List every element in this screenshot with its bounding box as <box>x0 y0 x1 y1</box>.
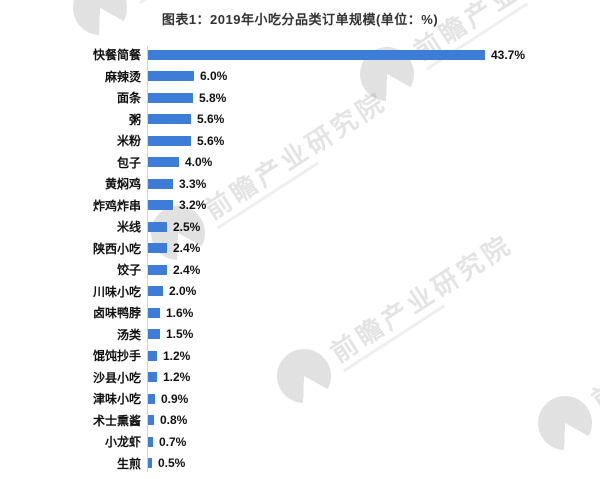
category-label: 米线 <box>116 220 141 235</box>
bar <box>148 458 152 469</box>
value-label: 0.7% <box>159 434 187 449</box>
category-label: 生煎 <box>116 456 141 471</box>
value-label: 3.2% <box>179 198 207 213</box>
bar <box>148 264 167 275</box>
category-label: 包子 <box>116 155 141 170</box>
page-title: 图表1：2019年小吃分品类订单规模(单位：%) <box>161 12 439 27</box>
category-label: 米粉 <box>116 134 141 149</box>
bar-rows: 快餐简餐 43.7% 麻辣烫 6.0% 面条 5.8% 粥 5.6% 米粉 5.… <box>0 44 600 474</box>
bar <box>148 200 173 211</box>
category-label: 炸鸡炸串 <box>92 198 141 213</box>
bar <box>148 329 160 340</box>
bar-row: 馄饨抄手 1.2% <box>0 345 600 367</box>
bar-row: 面条 5.8% <box>0 87 600 109</box>
bar-row: 陕西小吃 2.4% <box>0 238 600 260</box>
value-label: 1.2% <box>163 348 191 363</box>
value-label: 2.4% <box>173 262 201 277</box>
bar <box>148 415 154 426</box>
bar <box>148 350 157 361</box>
category-label: 饺子 <box>116 263 141 278</box>
watermark-subline <box>138 0 242 5</box>
bar-row: 饺子 2.4% <box>0 259 600 281</box>
value-label: 3.3% <box>179 176 207 191</box>
bar-row: 术士熏酱 0.8% <box>0 410 600 432</box>
bar-row: 小龙虾 0.7% <box>0 431 600 453</box>
category-label: 快餐简餐 <box>92 48 141 63</box>
value-label: 1.6% <box>166 305 194 320</box>
bar-row: 卤味鸭脖 1.6% <box>0 302 600 324</box>
category-label: 黄焖鸡 <box>104 177 141 192</box>
value-label: 1.2% <box>163 370 191 385</box>
bar <box>148 372 157 383</box>
category-label: 陕西小吃 <box>92 241 141 256</box>
bar <box>148 92 193 103</box>
bar-row: 汤类 1.5% <box>0 324 600 346</box>
bar-row: 米粉 5.6% <box>0 130 600 152</box>
value-label: 43.7% <box>491 47 526 62</box>
value-label: 4.0% <box>185 155 213 170</box>
y-axis-line <box>147 46 148 472</box>
bar <box>148 243 167 254</box>
bar-row: 生煎 0.5% <box>0 453 600 475</box>
bar <box>148 221 167 232</box>
value-label: 0.5% <box>158 456 186 471</box>
bar-row: 津味小吃 0.9% <box>0 388 600 410</box>
bar <box>148 307 160 318</box>
value-label: 6.0% <box>200 69 228 84</box>
value-label: 2.0% <box>169 284 197 299</box>
bar-row: 黄焖鸡 3.3% <box>0 173 600 195</box>
bar <box>148 393 155 404</box>
category-label: 沙县小吃 <box>92 370 141 385</box>
category-label: 汤类 <box>116 327 141 342</box>
bar-row: 川味小吃 2.0% <box>0 281 600 303</box>
value-label: 2.4% <box>173 241 201 256</box>
bar <box>148 157 179 168</box>
bar <box>148 114 191 125</box>
category-label: 川味小吃 <box>92 284 141 299</box>
category-label: 小龙虾 <box>104 435 141 450</box>
value-label: 0.9% <box>161 391 189 406</box>
value-label: 0.8% <box>160 413 188 428</box>
bar-row: 米线 2.5% <box>0 216 600 238</box>
bar <box>148 178 173 189</box>
bar-row: 粥 5.6% <box>0 109 600 131</box>
category-label: 麻辣烫 <box>104 69 141 84</box>
bar <box>148 49 485 60</box>
category-label: 面条 <box>116 91 141 106</box>
plot-area: 快餐简餐 43.7% 麻辣烫 6.0% 面条 5.8% 粥 5.6% 米粉 5.… <box>0 44 600 476</box>
bar <box>148 135 191 146</box>
value-label: 1.5% <box>166 327 194 342</box>
value-label: 5.8% <box>199 90 227 105</box>
bar-row: 包子 4.0% <box>0 152 600 174</box>
bar-row: 麻辣烫 6.0% <box>0 66 600 88</box>
category-label: 馄饨抄手 <box>92 349 141 364</box>
category-label: 粥 <box>128 112 141 127</box>
value-label: 5.6% <box>197 133 225 148</box>
bar-row: 沙县小吃 1.2% <box>0 367 600 389</box>
bar-row: 快餐简餐 43.7% <box>0 44 600 66</box>
bar-row: 炸鸡炸串 3.2% <box>0 195 600 217</box>
value-label: 5.6% <box>197 112 225 127</box>
bar <box>148 286 163 297</box>
category-label: 卤味鸭脖 <box>92 306 141 321</box>
category-label: 术士熏酱 <box>92 413 141 428</box>
bar <box>148 71 194 82</box>
category-label: 津味小吃 <box>92 392 141 407</box>
value-label: 2.5% <box>173 219 201 234</box>
bar <box>148 436 153 447</box>
